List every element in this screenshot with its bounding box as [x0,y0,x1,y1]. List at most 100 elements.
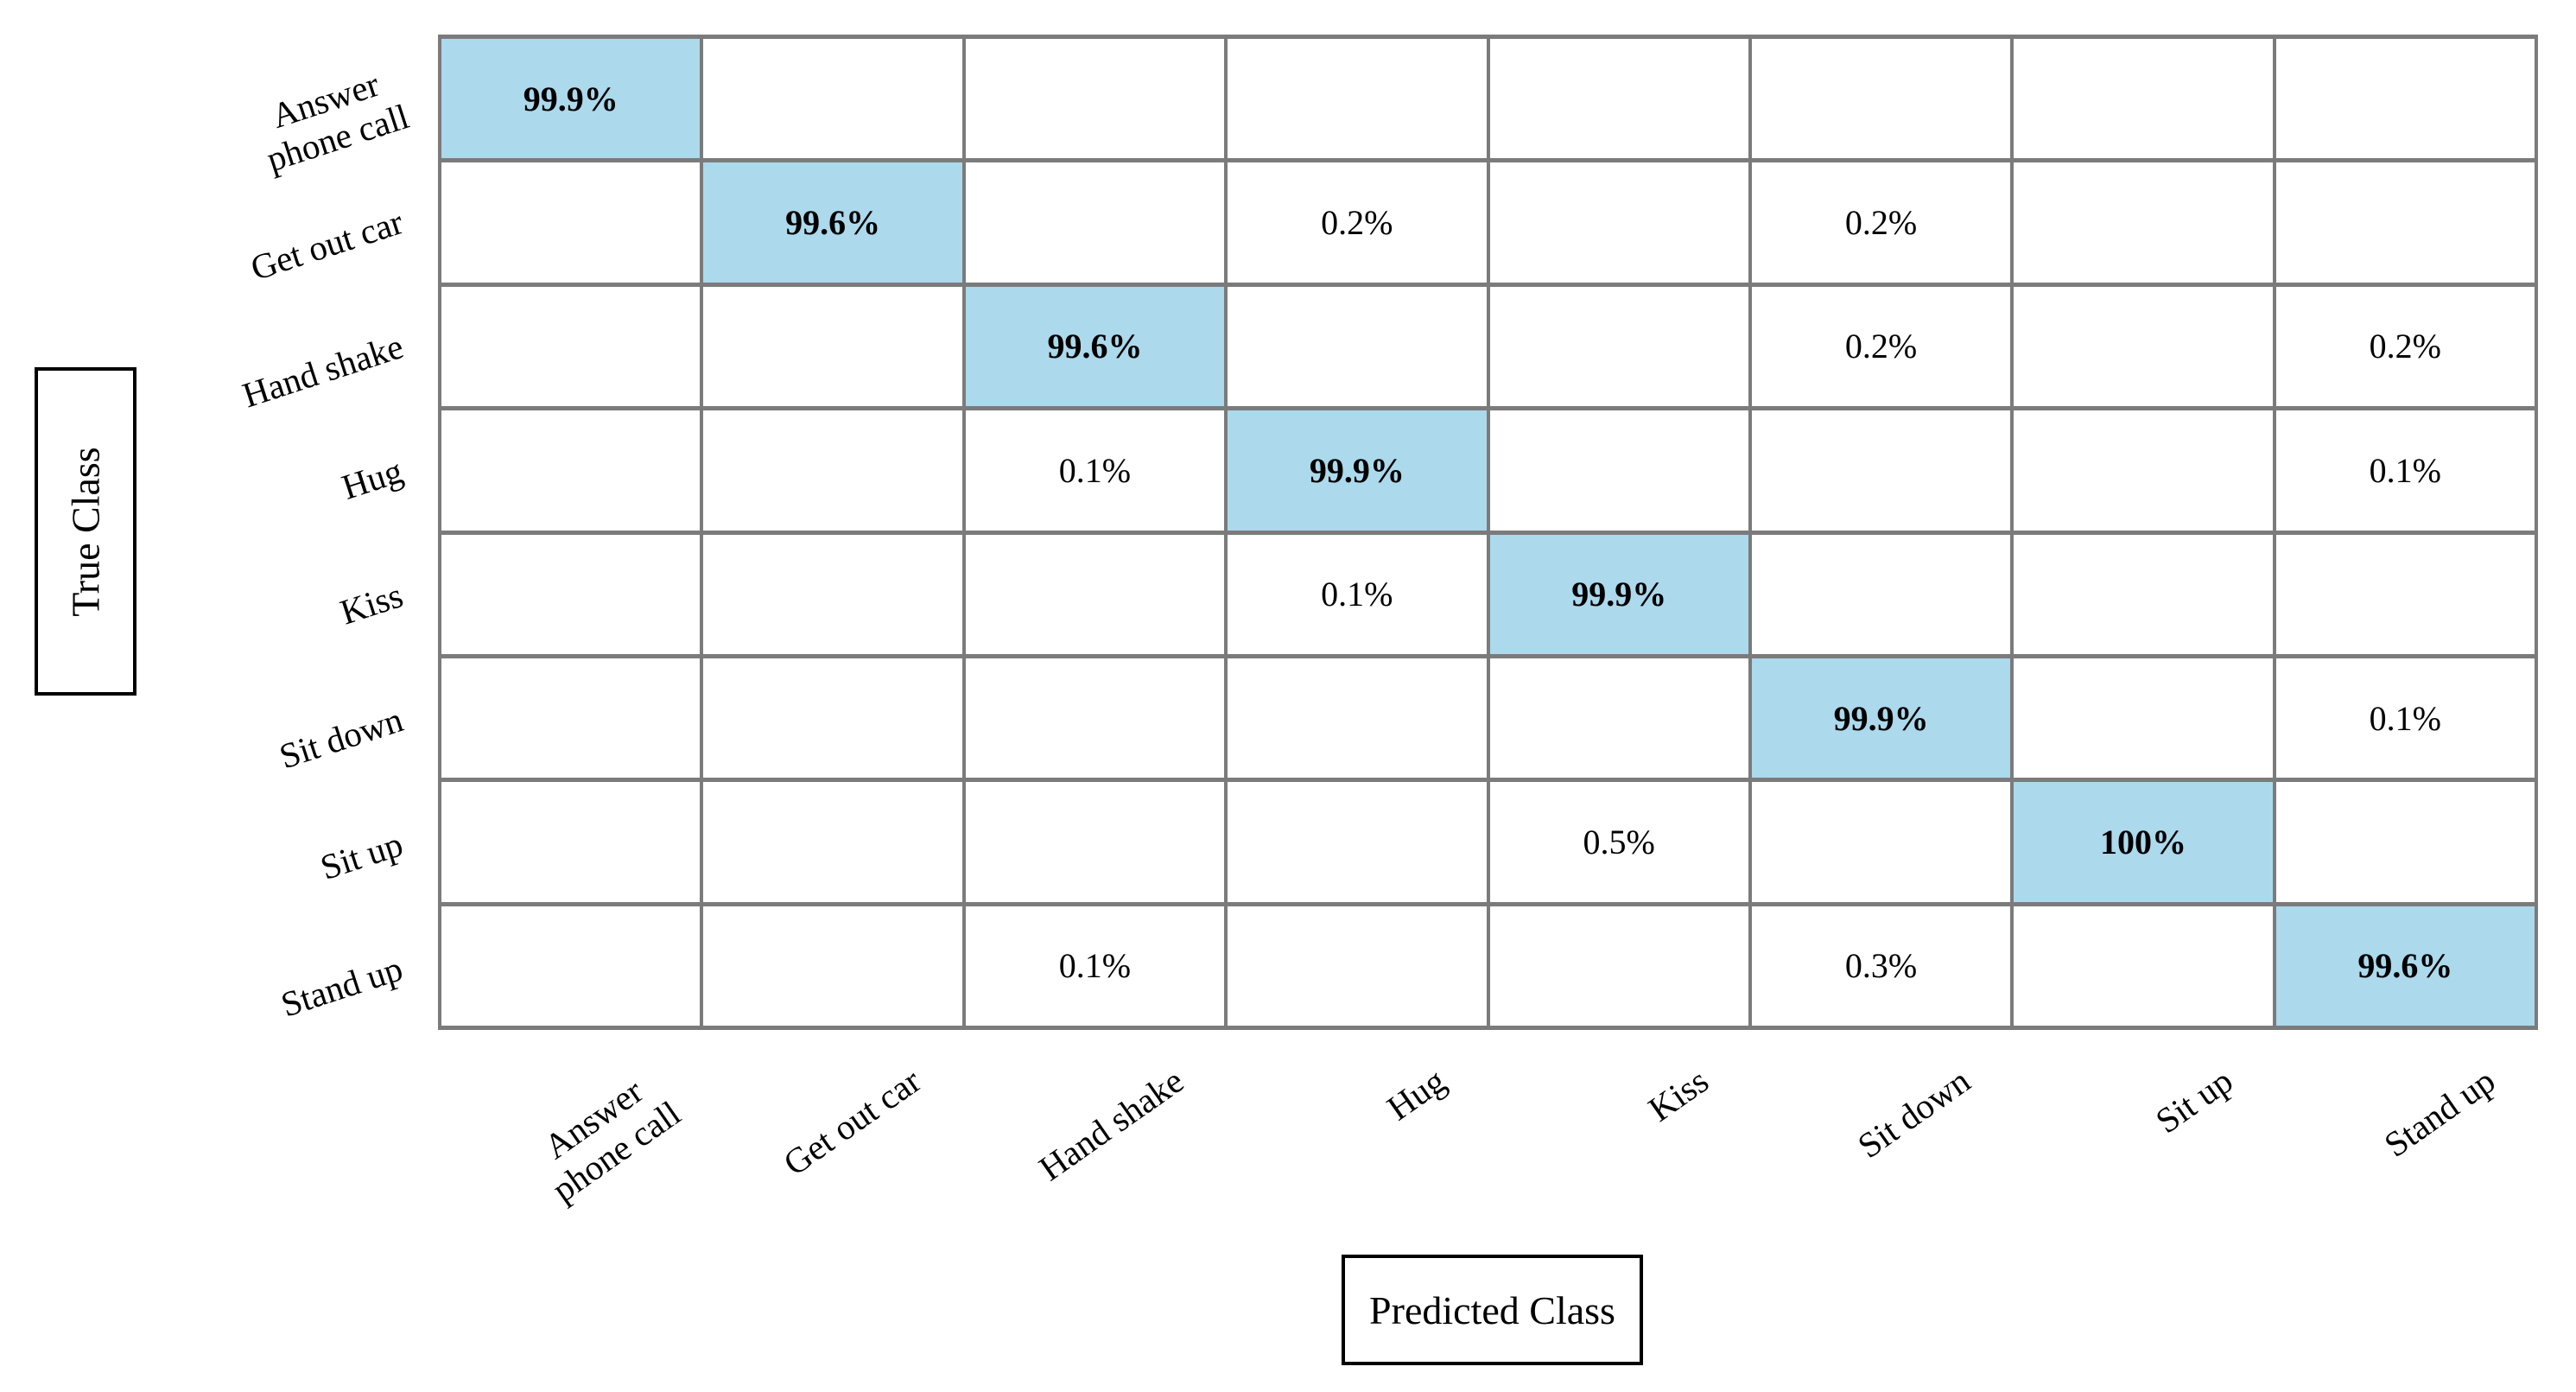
matrix-cell [965,658,1228,783]
cell-value: 0.2% [2369,327,2441,366]
row-label-answer-phone-call: Answer phone call [262,63,414,180]
matrix-cell-diagonal: 99.9% [441,39,704,163]
col-label-kiss: Kiss [1640,1060,1716,1129]
col-label-get-out-car: Get out car [776,1060,928,1184]
cell-value: 0.5% [1583,822,1655,861]
matrix-cell [703,410,966,535]
cell-value: 99.6% [2357,946,2453,986]
matrix-cell: 0.1% [965,906,1228,1030]
matrix-cell [1751,782,2014,906]
matrix-cell: 0.3% [1751,906,2014,1030]
row-label-sit-down: Sit down [274,699,408,777]
matrix-cell: 0.1% [1228,534,1490,658]
matrix-cell [2275,534,2538,658]
matrix-cell [2014,534,2276,658]
matrix-cell: 0.2% [1751,286,2014,411]
matrix-cell-diagonal: 99.6% [703,162,966,287]
confusion-matrix-grid: 99.9% 99.6% 0.2% 0.2% 99.6% 0.2% 0.2% 0.1% 99.9%… [438,35,2538,1030]
matrix-cell [2014,39,2276,163]
row-label-sit-up: Sit up [315,823,408,887]
cell-value: 0.2% [1844,203,1918,243]
matrix-cell: 0.1% [2275,410,2538,535]
matrix-cell [441,162,704,287]
matrix-cell [1489,906,1752,1030]
matrix-cell [965,534,1228,658]
matrix-cell [441,906,704,1030]
matrix-cell: 0.2% [1228,162,1490,287]
matrix-cell [1489,286,1752,411]
matrix-cell [965,39,1228,163]
matrix-cell [1228,782,1490,906]
row-label-get-out-car: Get out car [245,201,408,289]
matrix-cell [1489,39,1752,163]
matrix-cell-diagonal: 99.9% [1228,410,1490,535]
col-label-answer-phone-call: Answer phone call [536,1071,688,1210]
matrix-cell [2275,782,2538,906]
matrix-cell-diagonal: 99.9% [1751,658,2014,783]
cell-value: 0.1% [2369,698,2441,738]
matrix-cell [441,286,704,411]
predicted-class-axis-title-box: Predicted Class [1342,1255,1643,1365]
matrix-cell [1228,906,1490,1030]
true-class-axis-title-box: True Class [35,367,136,696]
cell-value: 99.6% [1047,327,1143,366]
matrix-cell [441,410,704,535]
row-label-stand-up: Stand up [276,948,408,1025]
cell-value: 99.9% [1571,575,1667,614]
predicted-class-axis-title: Predicted Class [1369,1287,1615,1332]
matrix-cell [1228,39,1490,163]
matrix-cell [2014,658,2276,783]
col-label-hand-shake: Hand shake [1031,1060,1190,1189]
row-label-kiss: Kiss [335,575,408,632]
cell-value: 0.1% [2369,450,2441,490]
matrix-cell [703,286,966,411]
matrix-cell [2014,410,2276,535]
matrix-cell: 0.1% [2275,658,2538,783]
matrix-cell [2014,906,2276,1030]
cell-value: 99.9% [1309,450,1405,490]
matrix-cell [703,782,966,906]
matrix-cell [1489,410,1752,535]
matrix-cell-diagonal: 99.6% [965,286,1228,411]
matrix-cell [2275,162,2538,287]
cell-value: 0.1% [1058,946,1132,986]
matrix-cell [2014,162,2276,287]
matrix-cell [1751,534,2014,658]
matrix-cell-diagonal: 99.9% [1489,534,1752,658]
cell-value: 0.1% [1321,575,1393,614]
col-label-sit-up: Sit up [2148,1060,2240,1141]
matrix-cell [1751,410,2014,535]
matrix-cell [703,906,966,1030]
matrix-cell: 0.2% [2275,286,2538,411]
matrix-cell-diagonal: 100% [2014,782,2276,906]
matrix-cell [1489,658,1752,783]
matrix-cell: 0.1% [965,410,1228,535]
cell-value: 99.9% [1833,698,1929,738]
cell-value: 0.2% [1844,327,1918,366]
matrix-cell [965,162,1228,287]
matrix-cell [2275,39,2538,163]
col-label-hug: Hug [1380,1060,1453,1128]
cell-value: 0.3% [1844,946,1918,986]
cell-value: 0.1% [1058,450,1132,490]
matrix-cell [1228,658,1490,783]
col-label-sit-down: Sit down [1850,1060,1977,1166]
matrix-cell [703,534,966,658]
matrix-cell [703,658,966,783]
row-label-hug: Hug [337,450,408,507]
matrix-cell-diagonal: 99.6% [2275,906,2538,1030]
col-label-stand-up: Stand up [2376,1060,2503,1165]
matrix-cell [441,782,704,906]
matrix-cell [1228,286,1490,411]
matrix-cell [441,534,704,658]
matrix-cell [441,658,704,783]
matrix-cell [703,39,966,163]
cell-value: 0.2% [1321,203,1393,243]
matrix-cell: 0.2% [1751,162,2014,287]
cell-value: 99.6% [785,203,881,243]
cell-value: 100% [2099,822,2186,861]
matrix-cell [965,782,1228,906]
matrix-cell [1489,162,1752,287]
true-class-axis-title: True Class [63,446,108,617]
